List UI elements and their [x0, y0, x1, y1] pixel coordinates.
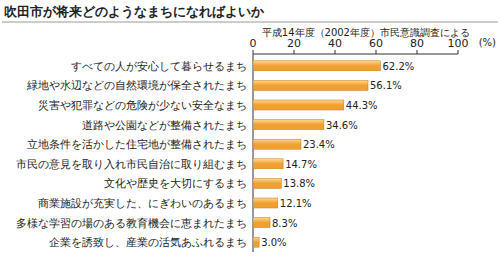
- tick-label: 40: [328, 37, 342, 50]
- bar: [253, 198, 278, 208]
- tick: [458, 50, 459, 54]
- tick-label: 100: [448, 37, 469, 50]
- bar: [253, 100, 344, 110]
- bar: [253, 178, 281, 188]
- axis-unit: (%): [479, 37, 496, 48]
- category-label: 文化や歴史を大切にするまち: [104, 177, 247, 190]
- tick: [376, 50, 377, 54]
- data-label: 23.4%: [303, 139, 335, 150]
- bar: [253, 237, 259, 247]
- tick-label: 60: [369, 37, 383, 50]
- bar: [253, 80, 368, 90]
- title-rule: [2, 22, 498, 23]
- bar: [253, 139, 301, 149]
- category-label: 道路や公園などが整備されたまち: [82, 119, 247, 131]
- data-label: 44.3%: [346, 100, 378, 111]
- chart: 吹田市が将来どのようなまちになればよいか平成14年度（2002年度）市民意識調査…: [0, 0, 500, 257]
- bar: [253, 120, 324, 130]
- bar: [253, 61, 381, 71]
- title: 吹田市が将来どのようなまちになればよいか: [4, 4, 265, 19]
- tick-label: 20: [287, 37, 301, 50]
- bar: [253, 159, 283, 169]
- category-label: 多様な学習の場のある教育機会に恵まれたまち: [16, 217, 247, 229]
- category-label: 企業を誘致し、産業の活気あふれるまち: [49, 236, 247, 248]
- category-label: 緑地や水辺などの自然環境が保全されたまち: [26, 79, 247, 91]
- tick: [294, 50, 295, 54]
- bar: [253, 218, 270, 228]
- data-label: 3.0%: [261, 237, 286, 248]
- data-label: 14.7%: [285, 159, 317, 170]
- category-label: 市民の意見を取り入れ市民自治に取り組むまち: [16, 158, 247, 170]
- data-label: 12.1%: [280, 198, 312, 209]
- data-label: 34.6%: [326, 120, 358, 131]
- data-label: 8.3%: [272, 218, 297, 229]
- tick-label: 80: [410, 37, 424, 50]
- category-label: 災害や犯罪などの危険が少ない安全なまち: [38, 99, 247, 111]
- category-label: 商業施設が充実した、にぎわいのあるまち: [38, 197, 247, 209]
- tick: [335, 50, 336, 54]
- data-label: 62.2%: [383, 61, 415, 72]
- tick-label: 0: [250, 37, 257, 50]
- data-label: 56.1%: [370, 80, 402, 91]
- data-label: 13.8%: [283, 178, 315, 189]
- category-label: すべての人が安心して暮らせるまち: [71, 60, 247, 73]
- tick: [253, 50, 254, 54]
- bars: [253, 61, 381, 247]
- value-axis: [253, 54, 458, 55]
- tick: [417, 50, 418, 54]
- category-label: 立地条件を活かした住宅地が整備されたまち: [27, 138, 247, 150]
